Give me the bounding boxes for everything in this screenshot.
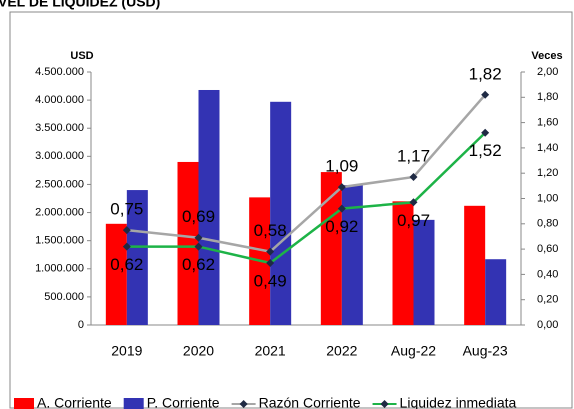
line [126, 131, 487, 265]
legend-label: Liquidez inmediata [400, 395, 517, 409]
bar [392, 201, 414, 325]
data-label: 0,97 [397, 211, 430, 230]
x-tick-label: Aug-22 [391, 343, 436, 359]
y2-tick-label: 0,00 [537, 319, 558, 331]
y-tick-label: 2.500.000 [35, 178, 84, 190]
marker [481, 90, 490, 99]
y2-tick-label: 0,40 [537, 268, 558, 280]
data-label: 0,75 [110, 200, 143, 219]
y-axis-title: USD [70, 50, 93, 62]
marker [122, 226, 131, 235]
bar [485, 259, 507, 325]
bar [464, 205, 486, 325]
y2-tick-label: 1,80 [537, 91, 558, 103]
data-label: 0,58 [254, 221, 287, 240]
marker [194, 242, 203, 251]
y2-tick-label: 2,00 [537, 66, 558, 78]
y2-tick-label: 0,80 [537, 218, 558, 230]
y2-axis-title: Veces [531, 50, 562, 62]
bar [198, 89, 220, 325]
y2-tick-label: 1,40 [537, 142, 558, 154]
data-label: 0,49 [254, 271, 287, 290]
bar [105, 223, 127, 325]
line [126, 93, 487, 253]
y-tick-label: 1.000.000 [35, 263, 84, 275]
bar [126, 190, 148, 325]
x-tick-label: 2019 [111, 343, 142, 359]
bar [320, 172, 342, 325]
y2-tick-label: 1,60 [537, 117, 558, 129]
legend-marker [380, 400, 389, 408]
legend-swatch [123, 398, 144, 409]
y-tick-label: 1.500.000 [35, 235, 84, 247]
y-tick-label: 3.000.000 [35, 150, 84, 162]
data-label: 0,69 [182, 207, 215, 226]
y-tick-label: 500.000 [44, 291, 84, 303]
data-label: 0,62 [182, 255, 215, 274]
marker [481, 128, 490, 137]
marker [194, 233, 203, 242]
y-tick-label: 4.000.000 [35, 94, 84, 106]
y-tick-label: 0 [78, 319, 84, 331]
chart-title: VEL DE LIQUIDEZ (USD) [0, 0, 160, 10]
y-tick-label: 2.000.000 [35, 206, 84, 218]
x-tick-label: 2020 [183, 343, 214, 359]
y-tick-label: 3.500.000 [35, 122, 84, 134]
x-tick-label: 2021 [255, 343, 286, 359]
marker [337, 183, 346, 192]
chart-border [9, 11, 573, 409]
bar [413, 219, 435, 325]
legend-marker [239, 400, 248, 408]
bar [341, 185, 363, 325]
data-label: 1,52 [469, 141, 502, 160]
legend-label: Razón Corriente [259, 395, 361, 409]
data-label: 1,17 [397, 146, 430, 165]
x-tick-label: 2022 [326, 343, 357, 359]
marker [122, 242, 131, 251]
bar [177, 161, 199, 325]
x-tick-label: Aug-23 [463, 343, 508, 359]
y2-tick-label: 0,20 [537, 294, 558, 306]
y2-tick-label: 0,60 [537, 243, 558, 255]
bar [270, 101, 292, 325]
data-label: 0,92 [325, 217, 358, 236]
marker [409, 198, 418, 207]
y2-tick-label: 1,00 [537, 192, 558, 204]
y-tick-label: 4.500.000 [35, 66, 84, 78]
legend-label: A. Corriente [37, 395, 112, 409]
legend-swatch [14, 398, 34, 409]
legend-label: P. Corriente [147, 395, 220, 409]
data-label: 1,09 [325, 157, 358, 176]
data-label: 0,62 [110, 255, 143, 274]
data-label: 1,82 [469, 64, 502, 83]
marker [409, 172, 418, 181]
y2-tick-label: 1,20 [537, 167, 558, 179]
marker [266, 259, 275, 268]
marker [337, 204, 346, 213]
marker [266, 247, 275, 256]
